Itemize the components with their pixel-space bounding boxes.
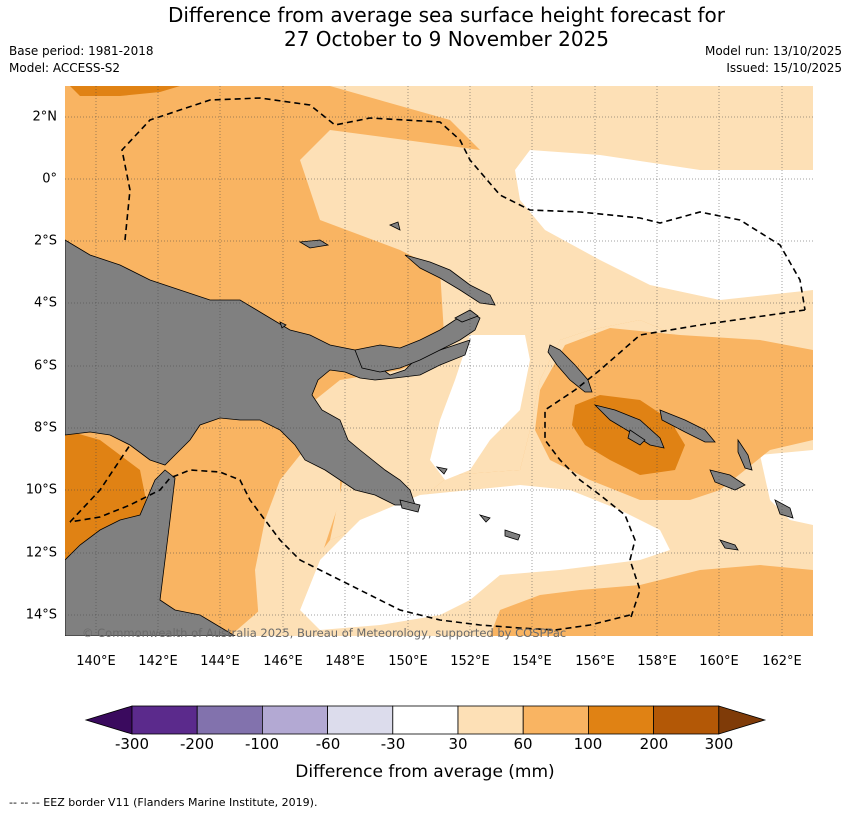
- lat-label-14s: 14°S: [25, 607, 57, 623]
- tiny-island-2: [435, 466, 448, 475]
- colorbar-segment: [196, 705, 263, 735]
- louisiade-island: [504, 529, 521, 541]
- colorbar-label-3: -60: [315, 735, 341, 753]
- manus-island: [298, 239, 330, 249]
- colorbar: [84, 705, 767, 735]
- model-run: Model run: 13/10/2025: [704, 44, 842, 58]
- base-period: Base period: 1981-2018: [9, 44, 154, 58]
- small-island-north: [389, 221, 401, 231]
- map-credit: © Commonwealth of Australia 2025, Bureau…: [82, 626, 567, 640]
- solomon-island-3: [627, 429, 646, 446]
- lon-label-158e: 158°E: [637, 654, 677, 669]
- colorbar-segment: [588, 705, 655, 735]
- anomaly-neutral-south: [300, 485, 670, 630]
- lon-label-146e: 146°E: [263, 654, 303, 669]
- colorbar-segment: [522, 705, 589, 735]
- colorbar-label-8: 200: [639, 735, 669, 753]
- model-name: Model: ACCESS-S2: [9, 61, 121, 75]
- lat-label-2n: 2°N: [32, 109, 58, 125]
- colorbar-segment: [457, 705, 524, 735]
- eez-border-png: [121, 97, 806, 621]
- meta-left: Base period: 1981-2018 Model: ACCESS-S2: [9, 43, 154, 77]
- anomaly-30-60-gulf: [255, 440, 340, 636]
- lon-label-144e: 144°E: [200, 654, 240, 669]
- colorbar-extend-high: [718, 705, 767, 735]
- colorbar-label-9: 300: [704, 735, 734, 753]
- title-line-1: Difference from average sea surface heig…: [167, 3, 726, 27]
- lat-label-2s: 2°S: [33, 233, 57, 249]
- east-island-1: [774, 499, 794, 519]
- lat-label-8s: 8°S: [33, 420, 57, 436]
- colorbar-label-5: 30: [448, 735, 468, 753]
- solomon-island-1: [593, 404, 665, 449]
- tiny-island: [478, 514, 491, 523]
- lat-label-12s: 12°S: [25, 545, 57, 561]
- lon-label-140e: 140°E: [76, 654, 116, 669]
- colorbar-title: Difference from average (mm): [295, 762, 555, 782]
- new-britain-land: [354, 311, 481, 373]
- milne-island: [399, 499, 421, 513]
- east-island-2: [719, 539, 739, 551]
- small-island-east: [454, 309, 479, 323]
- colorbar-label-6: 60: [513, 735, 533, 753]
- anomaly-neutral-central: [430, 335, 530, 480]
- lat-label-6s: 6°S: [33, 358, 57, 374]
- colorbar-label-7: 100: [573, 735, 603, 753]
- lon-label-160e: 160°E: [699, 654, 739, 669]
- colorbar-extend-low: [84, 705, 133, 735]
- chart-title: Difference from average sea surface heig…: [0, 3, 850, 51]
- colorbar-label-0: -300: [114, 735, 150, 753]
- solomon-island-2: [659, 409, 716, 443]
- colorbar-segments: [84, 705, 767, 735]
- anomaly-neutral-east: [760, 450, 813, 525]
- lon-label-162e: 162°E: [762, 654, 802, 669]
- colorbar-segment: [653, 705, 720, 735]
- lon-label-142e: 142°E: [138, 654, 178, 669]
- solomon-island-5: [737, 438, 753, 471]
- colorbar-segment: [261, 705, 328, 735]
- anomaly-neutral-north: [515, 150, 813, 300]
- lon-label-154e: 154°E: [512, 654, 552, 669]
- eez-footnote: -- -- -- EEZ border V11 (Flanders Marine…: [9, 796, 318, 809]
- bougainville-land: [547, 344, 593, 393]
- title-line-2: 27 October to 9 November 2025: [283, 27, 610, 51]
- lon-label-150e: 150°E: [388, 654, 428, 669]
- colorbar-label-2: -100: [244, 735, 280, 753]
- anomaly-100-200-north: [70, 86, 180, 96]
- colorbar-label-4: -30: [380, 735, 406, 753]
- lon-label-148e: 148°E: [325, 654, 365, 669]
- solomon-island-4: [709, 469, 746, 491]
- colorbar-segment: [327, 705, 394, 735]
- eez-border-south: [69, 469, 631, 631]
- eez-border-west: [69, 444, 131, 523]
- lat-label-0: 0°: [42, 171, 57, 187]
- colorbar-segment: [392, 705, 459, 735]
- new-guinea-land: [65, 239, 471, 506]
- anomaly-60-100-south: [490, 565, 813, 636]
- lat-label-10s: 10°S: [25, 482, 57, 498]
- issued-date: Issued: 15/10/2025: [726, 61, 842, 75]
- lon-label-156e: 156°E: [575, 654, 615, 669]
- colorbar-segment: [131, 705, 198, 735]
- lon-label-152e: 152°E: [450, 654, 490, 669]
- meta-right: Model run: 13/10/2025 Issued: 15/10/2025: [705, 43, 842, 77]
- sea-level-field: [65, 86, 813, 636]
- colorbar-label-1: -200: [179, 735, 215, 753]
- new-ireland-land: [404, 254, 496, 306]
- lat-label-4s: 4°S: [33, 295, 57, 311]
